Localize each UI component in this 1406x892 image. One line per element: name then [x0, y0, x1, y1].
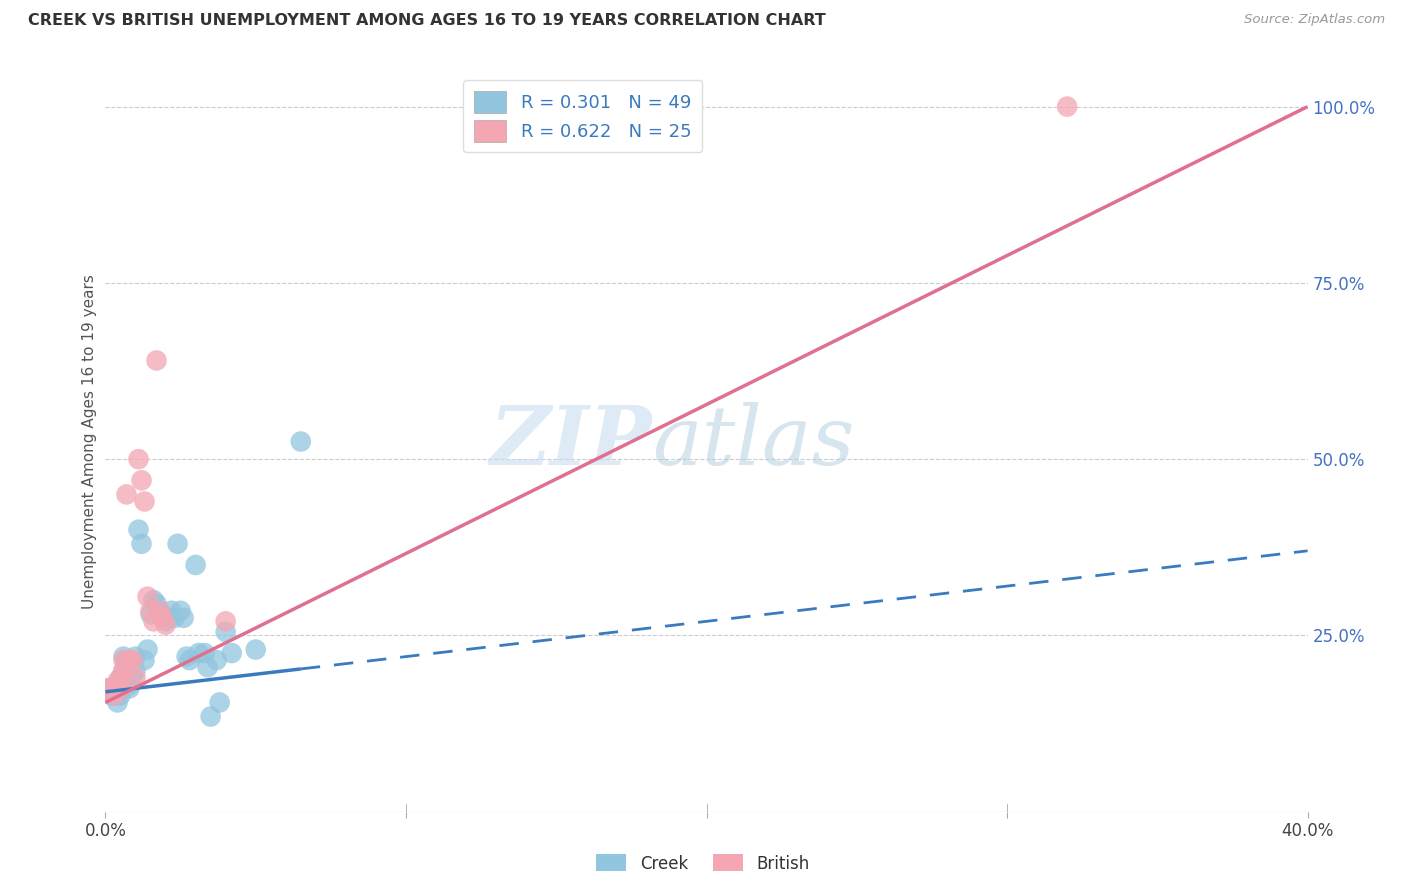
Point	[115, 671, 138, 685]
Point	[131, 473, 153, 487]
Point	[112, 664, 135, 678]
Point	[290, 434, 312, 449]
Point	[121, 653, 143, 667]
Point	[97, 681, 120, 696]
Point	[124, 649, 146, 664]
Point	[160, 604, 183, 618]
Point	[107, 681, 129, 696]
Point	[197, 660, 219, 674]
Point	[157, 611, 180, 625]
Point	[103, 689, 125, 703]
Point	[107, 695, 129, 709]
Point	[110, 681, 132, 696]
Point	[200, 709, 222, 723]
Point	[139, 604, 162, 618]
Point	[112, 649, 135, 664]
Point	[107, 681, 129, 696]
Point	[134, 653, 156, 667]
Point	[121, 671, 143, 685]
Point	[112, 664, 135, 678]
Point	[110, 671, 132, 685]
Point	[115, 487, 138, 501]
Point	[155, 618, 177, 632]
Point	[173, 611, 195, 625]
Point	[136, 590, 159, 604]
Point	[110, 671, 132, 685]
Point	[214, 624, 236, 639]
Point	[103, 689, 125, 703]
Point	[194, 646, 217, 660]
Point	[100, 685, 122, 699]
Point	[145, 353, 167, 368]
Text: Source: ZipAtlas.com: Source: ZipAtlas.com	[1244, 13, 1385, 27]
Point	[112, 674, 135, 689]
Text: ZIP: ZIP	[489, 401, 652, 482]
Point	[100, 689, 122, 703]
Point	[152, 611, 174, 625]
Point	[110, 689, 132, 703]
Point	[118, 678, 141, 692]
Point	[142, 615, 165, 629]
Point	[163, 611, 186, 625]
Y-axis label: Unemployment Among Ages 16 to 19 years: Unemployment Among Ages 16 to 19 years	[82, 274, 97, 609]
Point	[115, 653, 138, 667]
Point	[145, 597, 167, 611]
Point	[107, 674, 129, 689]
Point	[1056, 100, 1078, 114]
Point	[179, 653, 201, 667]
Point	[118, 653, 141, 667]
Point	[148, 604, 170, 618]
Legend: Creek, British: Creek, British	[589, 847, 817, 880]
Point	[128, 452, 150, 467]
Point	[134, 494, 156, 508]
Point	[169, 604, 191, 618]
Point	[155, 615, 177, 629]
Point	[148, 604, 170, 618]
Point	[124, 664, 146, 678]
Point	[103, 681, 125, 696]
Point	[139, 607, 162, 622]
Point	[245, 642, 267, 657]
Point	[131, 537, 153, 551]
Point	[184, 558, 207, 572]
Point	[187, 646, 209, 660]
Legend: R = 0.301   N = 49, R = 0.622   N = 25: R = 0.301 N = 49, R = 0.622 N = 25	[463, 80, 703, 153]
Text: atlas: atlas	[652, 401, 855, 482]
Point	[112, 653, 135, 667]
Point	[118, 681, 141, 696]
Point	[100, 681, 122, 696]
Point	[205, 653, 228, 667]
Point	[208, 695, 231, 709]
Point	[124, 671, 146, 685]
Point	[221, 646, 243, 660]
Point	[214, 615, 236, 629]
Point	[166, 537, 188, 551]
Text: CREEK VS BRITISH UNEMPLOYMENT AMONG AGES 16 TO 19 YEARS CORRELATION CHART: CREEK VS BRITISH UNEMPLOYMENT AMONG AGES…	[28, 13, 825, 29]
Point	[128, 523, 150, 537]
Point	[97, 681, 120, 696]
Point	[142, 593, 165, 607]
Point	[152, 611, 174, 625]
Point	[136, 642, 159, 657]
Point	[110, 681, 132, 696]
Point	[176, 649, 198, 664]
